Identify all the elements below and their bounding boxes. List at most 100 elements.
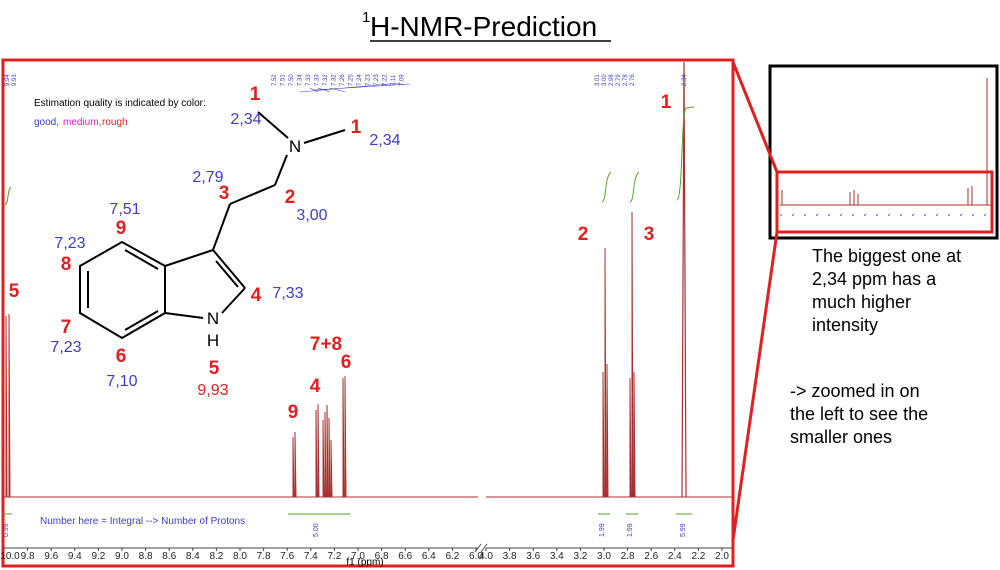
peak-label: 7.25	[349, 74, 355, 86]
peak-label: 7.34	[298, 74, 304, 86]
x-tick-label: 2.0	[715, 551, 729, 562]
peak-label: 7.23	[366, 74, 372, 86]
x-axis-label: f1 (ppm)	[346, 557, 383, 568]
x-tick-label: 8.0	[233, 551, 247, 562]
main-frame	[1, 58, 735, 568]
integral-value: 1.99	[627, 523, 634, 537]
zoom-note: -> zoomed in on	[790, 381, 920, 401]
legend-rough: rough	[102, 117, 128, 128]
assignment-number: 4	[251, 285, 262, 306]
x-tick-label: 6.4	[422, 551, 436, 562]
x-tick-label: 10.0	[0, 551, 20, 562]
x-tick-label: 3.2	[573, 551, 587, 562]
x-tick-label: 2.6	[644, 551, 658, 562]
x-tick-label: 6.8	[375, 551, 389, 562]
peak-label: 7.32	[332, 74, 338, 86]
peak-label: 9.93	[12, 74, 18, 86]
x-tick-label: 9.0	[115, 551, 129, 562]
inset-caption: 2,34 ppm has a	[812, 269, 937, 289]
x-tick-label: 9.6	[44, 551, 58, 562]
x-tick-label: 6.0	[469, 551, 483, 562]
peak-label: 7.50	[289, 74, 295, 86]
x-tick-label: 6.2	[445, 551, 459, 562]
chemical-shift: 3,00	[296, 207, 327, 224]
chemical-shift: 2,34	[230, 111, 261, 128]
x-tick-label: 3.4	[550, 551, 564, 562]
chemical-shift: 7,33	[272, 285, 303, 302]
peak-name: 3	[644, 224, 655, 245]
chemical-shift: 7,51	[109, 201, 140, 218]
assignment-number: 8	[61, 254, 72, 275]
assignment-number: 1	[351, 117, 362, 138]
x-tick-label: 3.0	[597, 551, 611, 562]
x-tick-label: 7.6	[280, 551, 294, 562]
peak-label: 7.24	[357, 74, 363, 86]
peak-label: 7.26	[340, 74, 346, 86]
x-tick-label: 8.2	[209, 551, 223, 562]
x-tick-label: 9.2	[91, 551, 105, 562]
peak-label: 7.23	[374, 74, 380, 86]
x-tick-label: 7.2	[327, 551, 341, 562]
chemical-shift: 9,93	[197, 382, 228, 399]
chemical-shift: 7,10	[106, 373, 137, 390]
integral-value: 1.99	[599, 523, 606, 537]
assignment-number: 2	[285, 187, 296, 208]
x-tick-label: 2.4	[668, 551, 682, 562]
inset-frame	[768, 64, 999, 240]
x-tick-label: 7.0	[351, 551, 365, 562]
x-tick-label: 7.4	[304, 551, 318, 562]
x-tick-label: 7.8	[257, 551, 271, 562]
legend-heading: Estimation quality is indicated by color…	[34, 98, 206, 109]
assignment-number: 9	[116, 218, 127, 239]
x-tick-label: 8.4	[186, 551, 200, 562]
assignment-number: 1	[250, 84, 261, 105]
integral-note: Number here = Integral --> Number of Pro…	[40, 516, 245, 527]
zoom-connector	[731, 231, 779, 541]
peak-name: 6	[341, 352, 352, 373]
peak-label: 2.76	[630, 74, 636, 86]
peak-label: 7.22	[383, 74, 389, 86]
chemical-shift: 7,23	[50, 339, 81, 356]
x-tick-label: 9.4	[68, 551, 82, 562]
peak-label: 2.98	[609, 74, 615, 86]
integral-value: 5.99	[680, 523, 687, 537]
peak-label: 7.11	[391, 74, 397, 86]
peak-label: 7.33	[306, 74, 312, 86]
atom-label: H	[207, 331, 219, 350]
peak-label: 9.94	[5, 74, 11, 86]
x-tick-label: 9.8	[21, 551, 35, 562]
molecule-bonds	[79, 111, 346, 340]
legend-good: good,	[34, 117, 59, 128]
peak-label: 7.51	[281, 74, 287, 86]
peak-label: 2.34	[682, 74, 688, 86]
zoom-note: smaller ones	[790, 427, 892, 447]
inset-zoom-box	[775, 170, 994, 234]
peak-name: 5	[9, 281, 20, 302]
chemical-shift: 2,79	[192, 169, 223, 186]
peak-name: 1	[661, 92, 672, 113]
peak-name: 7+8	[310, 334, 342, 355]
inset-spectrum	[780, 78, 992, 216]
peak-label: 2.78	[623, 74, 629, 86]
x-tick-label: 6.6	[398, 551, 412, 562]
peak-name: 4	[310, 376, 321, 397]
peak-name: 9	[288, 402, 299, 423]
peak-label: 7.32	[323, 74, 329, 86]
x-tick-label: 2.2	[691, 551, 705, 562]
integral-curves	[4, 106, 695, 206]
chemical-shift: 2,34	[369, 132, 400, 149]
atom-label: N	[207, 309, 219, 328]
x-tick-label: 3.6	[526, 551, 540, 562]
peak-label: 2.79	[616, 74, 622, 86]
zoom-note: the left to see the	[790, 404, 928, 424]
zoom-connector	[731, 61, 779, 173]
assignment-number: 3	[219, 183, 230, 204]
chemical-shift: 7,23	[54, 235, 85, 252]
peak-label: 7.09	[400, 74, 406, 86]
peak-label: 3.00	[602, 74, 608, 86]
peak-name: 2	[578, 224, 589, 245]
atom-label: N	[289, 137, 301, 156]
assignment-number: 5	[209, 358, 220, 379]
